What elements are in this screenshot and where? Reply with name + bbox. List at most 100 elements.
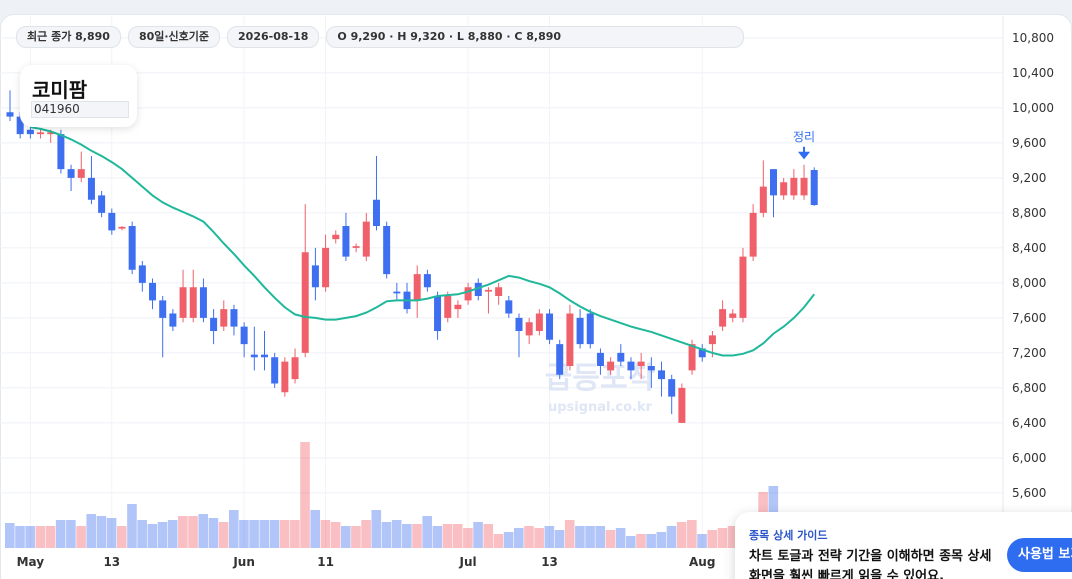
candle-body xyxy=(210,317,218,331)
candle-body xyxy=(189,287,197,318)
candle-body xyxy=(169,313,177,327)
volume-bar xyxy=(656,532,667,548)
volume-bar xyxy=(320,520,331,548)
volume-bar xyxy=(585,526,595,548)
candle-body xyxy=(67,169,75,178)
volume-bar xyxy=(361,520,371,548)
candle-body xyxy=(26,129,34,135)
candle-body xyxy=(515,317,523,331)
y-tick-label: 6,800 xyxy=(1012,381,1046,395)
y-tick-label: 8,000 xyxy=(1012,276,1046,290)
candle-body xyxy=(719,309,727,327)
candle-body xyxy=(658,370,666,380)
guide-button[interactable]: 사용법 보기 xyxy=(1007,538,1072,572)
chip: 최근 종가 8,890 xyxy=(16,26,121,48)
candle-body xyxy=(342,226,350,257)
candle-body xyxy=(759,186,767,213)
candle-body xyxy=(647,366,655,371)
candle-body xyxy=(800,177,808,196)
x-tick-label: Aug xyxy=(689,555,715,569)
volume-bar xyxy=(249,520,259,548)
candle-body xyxy=(77,169,85,178)
volume-bar xyxy=(402,524,412,548)
y-tick-label: 5,600 xyxy=(1012,486,1046,500)
volume-bar xyxy=(239,520,249,548)
candle-body xyxy=(790,177,798,196)
volume-bar xyxy=(463,528,473,548)
candle-body xyxy=(729,313,737,318)
moving-average xyxy=(30,126,815,357)
volume-bar xyxy=(707,530,718,548)
volume-bar xyxy=(188,516,198,548)
candle-body xyxy=(138,265,146,283)
candle-body xyxy=(586,313,594,345)
candle-body xyxy=(6,112,14,117)
candle-body xyxy=(179,287,187,318)
volume-bar xyxy=(157,522,168,548)
candle-body xyxy=(322,247,330,288)
candle-body xyxy=(770,169,777,196)
candle-body xyxy=(230,309,238,327)
candle-body xyxy=(149,282,157,301)
volume-bar xyxy=(432,526,443,548)
y-tick-label: 8,800 xyxy=(1012,206,1046,220)
volume-bar xyxy=(147,524,158,548)
volume-bar xyxy=(595,526,606,548)
volume-bar xyxy=(127,504,137,548)
volume-bar xyxy=(167,520,178,548)
x-tick-label: Jun xyxy=(232,555,255,569)
x-tick-label: Jul xyxy=(459,555,477,569)
candle-body xyxy=(128,226,136,270)
x-tick-label: 13 xyxy=(103,555,120,569)
volume-bar xyxy=(422,516,432,548)
volume-bar xyxy=(727,526,738,548)
candle-body xyxy=(434,296,442,331)
volume-bar xyxy=(391,520,402,548)
candle-body xyxy=(708,335,716,345)
volume-bar xyxy=(544,526,555,548)
candle-body xyxy=(199,287,207,318)
candle-body xyxy=(739,256,747,318)
volume-bar xyxy=(676,522,687,548)
guide-text: 차트 토글과 전략 기간을 이해하면 종목 상세 xyxy=(749,549,992,564)
volume-bar xyxy=(330,522,341,548)
volume-bar xyxy=(442,524,453,548)
volume-bar xyxy=(106,518,117,548)
candle-body xyxy=(352,246,360,248)
candle-body xyxy=(362,221,370,257)
x-tick-label: 13 xyxy=(541,555,558,569)
volume-bar xyxy=(615,528,626,548)
y-tick-label: 10,400 xyxy=(1012,66,1054,80)
candle-body xyxy=(505,300,513,314)
volume-bar xyxy=(178,516,188,548)
annotation: 정리 xyxy=(793,130,815,144)
candle-body xyxy=(444,296,452,318)
candle-body xyxy=(484,289,492,292)
candle-body xyxy=(525,322,533,336)
y-tick-label: 6,000 xyxy=(1012,451,1046,465)
volume-bar xyxy=(66,520,76,548)
candle-body xyxy=(301,252,309,353)
volume-bar xyxy=(483,524,494,548)
volume-bar xyxy=(86,514,97,548)
candle-body xyxy=(57,134,65,170)
candle-body xyxy=(118,226,126,229)
volume-bar xyxy=(605,530,616,548)
y-tick-label: 8,400 xyxy=(1012,241,1046,255)
candle-body xyxy=(271,357,279,384)
candle-body xyxy=(566,313,574,366)
candle-body xyxy=(810,170,818,205)
y-tick-label: 9,200 xyxy=(1012,171,1046,185)
volume-bar xyxy=(218,522,229,548)
volume-bar xyxy=(340,526,351,548)
volume-bar xyxy=(76,526,86,548)
candle-body xyxy=(698,348,706,358)
volume-bar xyxy=(687,520,697,548)
stock-name: 코미팜 xyxy=(32,78,88,102)
candle-body xyxy=(454,304,462,310)
volume-bar xyxy=(452,524,463,548)
candle-body xyxy=(98,195,106,213)
candle-body xyxy=(311,265,319,288)
chip: 80일·신호기준 xyxy=(127,26,221,48)
